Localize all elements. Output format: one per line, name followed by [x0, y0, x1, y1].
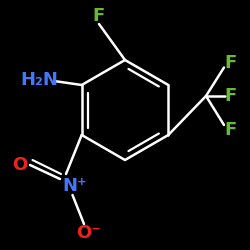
- Text: F: F: [93, 7, 105, 25]
- Text: F: F: [225, 87, 237, 105]
- Text: N⁺: N⁺: [63, 177, 87, 195]
- Text: F: F: [225, 54, 237, 72]
- Text: F: F: [225, 121, 237, 139]
- Text: O: O: [12, 156, 28, 174]
- Text: O⁻: O⁻: [76, 224, 102, 242]
- Text: H₂N: H₂N: [20, 71, 58, 89]
